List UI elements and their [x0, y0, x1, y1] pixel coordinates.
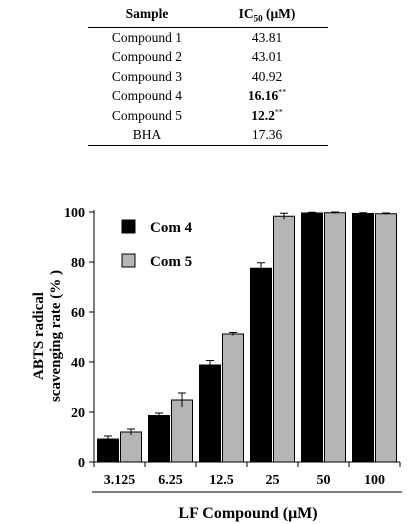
header-ic50-main: IC	[238, 6, 254, 21]
x-tick-label: 12.5	[209, 473, 234, 488]
y-tick-label: 20	[71, 406, 85, 421]
significance-mark: **	[278, 87, 287, 97]
bar-com5-25	[273, 215, 295, 463]
bar-com5-50	[324, 212, 346, 463]
bar-com4-6.25	[148, 415, 170, 463]
significance-mark: **	[274, 107, 283, 117]
bar-com4-12.5	[199, 364, 221, 463]
value-text: 43.81	[251, 29, 283, 45]
value-cell: 16.16**	[206, 87, 328, 107]
ic50-table: Sample IC50 (μM) Compound 1 43.81 Compou…	[88, 2, 328, 146]
y-axis-label-line2: scavenging rate (% )	[48, 270, 64, 402]
x-axis-label: LF Compound (μM)	[178, 505, 317, 522]
value-cell: 17.36	[206, 125, 328, 146]
table-row: Compound 1 43.81	[88, 28, 328, 48]
value-text: 17.36	[251, 127, 283, 143]
y-tick-label: 60	[71, 306, 85, 321]
table-row: Compound 5 12.2**	[88, 106, 328, 126]
legend-swatch-com4	[121, 219, 136, 234]
error-bars-group	[104, 211, 390, 442]
sample-cell: Compound 4	[111, 88, 183, 104]
table-row: Compound 4 16.16**	[88, 87, 328, 107]
x-ticks-group: 3.125 6.25 12.5 25 50 100	[93, 462, 401, 488]
value-cell: 40.92	[206, 67, 328, 87]
sample-cell: Compound 5	[111, 107, 183, 123]
bar-com5-6.25	[171, 399, 193, 463]
value-cell: 43.01	[206, 48, 328, 68]
value-cell: 12.2**	[206, 106, 328, 126]
header-ic50-unit: (μM)	[262, 6, 296, 21]
header-ic50: IC50 (μM)	[206, 2, 328, 28]
x-tick-label: 25	[266, 473, 280, 488]
value-text: 16.16	[247, 88, 279, 104]
x-tick-label: 100	[364, 473, 385, 488]
sample-cell: BHA	[88, 125, 206, 146]
table-row: BHA 17.36	[88, 125, 328, 146]
header-ic50-subscript: 50	[253, 13, 263, 24]
y-tick-label: 40	[71, 356, 85, 371]
y-ticks-group: 0 20 40 60 80 100	[64, 206, 94, 471]
x-tick-label: 50	[317, 473, 331, 488]
table-row: Compound 2 43.01	[88, 48, 328, 68]
header-sample: Sample	[88, 2, 206, 28]
sample-cell: Compound 3	[111, 68, 183, 84]
table-header-row: Sample IC50 (μM)	[88, 2, 328, 28]
value-text: 40.92	[251, 68, 283, 84]
sample-cell: Compound 2	[111, 49, 183, 65]
y-tick-label: 100	[64, 206, 85, 221]
value-text: 43.01	[251, 49, 283, 65]
x-tick-label: 3.125	[104, 473, 136, 488]
sample-cell: Compound 1	[111, 29, 183, 45]
legend-swatch-com5	[121, 253, 136, 268]
bar-com4-50	[301, 212, 323, 463]
bar-com5-3.125	[120, 431, 142, 463]
bar-com4-25	[250, 267, 272, 463]
table-row: Compound 3 40.92	[88, 67, 328, 87]
x-tick-label: 6.25	[158, 473, 183, 488]
bar-com5-12.5	[222, 333, 244, 463]
y-tick-label: 80	[71, 256, 85, 271]
legend-label-com5: Com 5	[150, 254, 192, 270]
bar-com4-100	[352, 213, 374, 463]
bar-com5-100	[375, 213, 397, 463]
legend-label-com4: Com 4	[150, 220, 193, 236]
value-cell: 43.81	[206, 28, 328, 48]
bars-group	[97, 212, 397, 463]
legend: Com 4 Com 5	[121, 219, 193, 270]
ic50-table-container: Sample IC50 (μM) Compound 1 43.81 Compou…	[88, 2, 328, 146]
bar-com4-3.125	[97, 438, 119, 463]
y-axis-label-line1: ABTS radical	[31, 292, 47, 380]
value-text: 12.2	[251, 107, 275, 123]
y-tick-label: 0	[78, 456, 85, 471]
